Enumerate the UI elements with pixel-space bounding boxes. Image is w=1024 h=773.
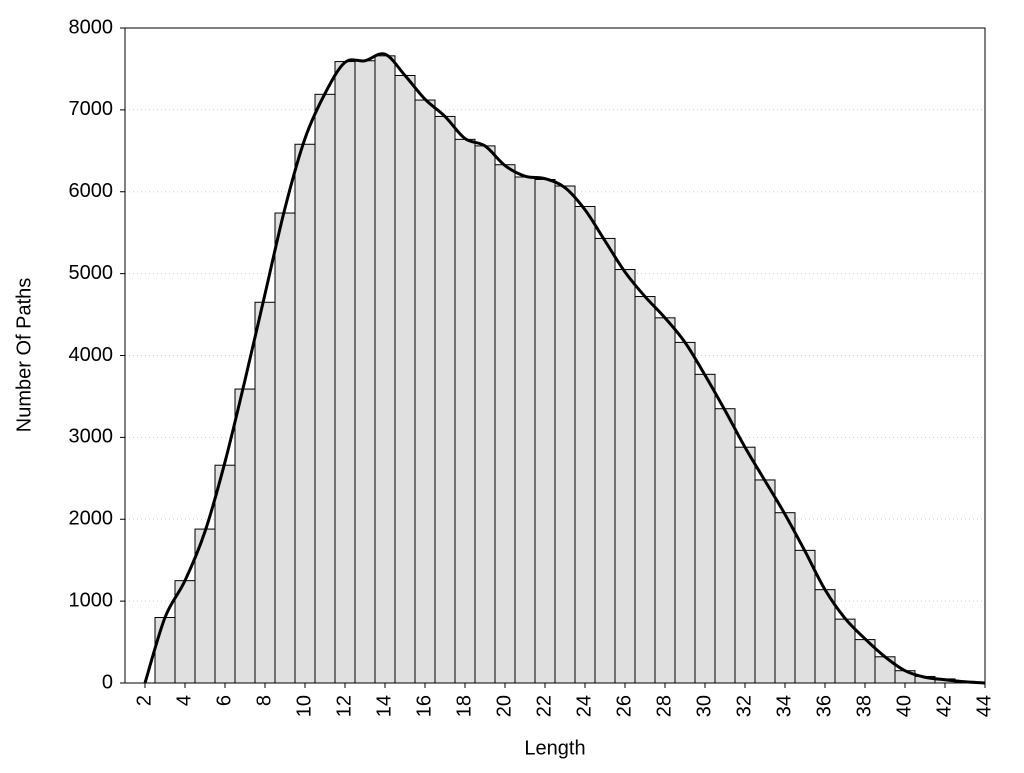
x-tick-label: 34 xyxy=(773,695,795,717)
bar xyxy=(714,408,736,684)
bar xyxy=(614,269,636,684)
bar xyxy=(474,145,496,684)
x-tick-label: 30 xyxy=(693,695,715,717)
x-tick-label: 8 xyxy=(253,695,275,706)
y-tick-label: 1000 xyxy=(69,589,114,611)
y-axis-label: Number Of Paths xyxy=(13,278,35,433)
bar xyxy=(734,446,756,684)
bar xyxy=(434,115,456,684)
x-tick-label: 28 xyxy=(653,695,675,717)
y-tick-label: 3000 xyxy=(69,426,114,448)
bar xyxy=(774,512,796,684)
bar xyxy=(314,93,336,684)
bar xyxy=(814,589,836,684)
x-tick-label: 12 xyxy=(333,695,355,717)
x-tick-label: 20 xyxy=(493,695,515,717)
bar xyxy=(514,176,536,684)
x-tick-label: 38 xyxy=(853,695,875,717)
bar xyxy=(694,373,716,684)
x-tick-label: 42 xyxy=(933,695,955,717)
bar xyxy=(414,99,436,684)
bar xyxy=(354,60,376,684)
bar xyxy=(594,237,616,684)
bar xyxy=(374,55,396,684)
x-tick-label: 4 xyxy=(173,695,195,706)
x-tick-label: 44 xyxy=(973,695,995,717)
bar xyxy=(674,341,696,684)
x-tick-label: 14 xyxy=(373,695,395,717)
y-tick-label: 0 xyxy=(102,671,113,693)
bar xyxy=(214,464,236,684)
y-tick-label: 2000 xyxy=(69,508,114,530)
bar xyxy=(794,549,816,684)
bar xyxy=(294,143,316,684)
x-tick-label: 24 xyxy=(573,695,595,717)
bar xyxy=(654,317,676,684)
x-tick-label: 10 xyxy=(293,695,315,717)
y-tick-label: 6000 xyxy=(69,180,114,202)
x-tick-label: 36 xyxy=(813,695,835,717)
y-tick-label: 5000 xyxy=(69,262,114,284)
y-tick-label: 8000 xyxy=(69,16,114,38)
x-tick-label: 2 xyxy=(133,695,155,706)
x-tick-label: 18 xyxy=(453,695,475,717)
bar xyxy=(454,138,476,684)
x-tick-label: 22 xyxy=(533,695,555,717)
y-tick-label: 7000 xyxy=(69,98,114,120)
x-tick-label: 40 xyxy=(893,695,915,717)
bar xyxy=(254,301,276,684)
x-axis-label: Length xyxy=(524,737,585,759)
bar xyxy=(554,185,576,684)
bar xyxy=(534,178,556,684)
bar xyxy=(334,61,356,684)
bar xyxy=(634,296,656,684)
bar xyxy=(834,618,856,684)
bar xyxy=(574,205,596,684)
bar xyxy=(394,74,416,684)
bar xyxy=(754,479,776,684)
y-tick-label: 4000 xyxy=(69,344,114,366)
x-tick-label: 32 xyxy=(733,695,755,717)
bar xyxy=(494,164,516,684)
bar xyxy=(154,617,176,684)
x-tick-label: 16 xyxy=(413,695,435,717)
bar xyxy=(274,212,296,684)
x-tick-label: 26 xyxy=(613,695,635,717)
density-curve xyxy=(143,52,986,685)
plot-frame xyxy=(124,27,986,684)
bar xyxy=(234,388,256,684)
x-tick-label: 6 xyxy=(213,695,235,706)
